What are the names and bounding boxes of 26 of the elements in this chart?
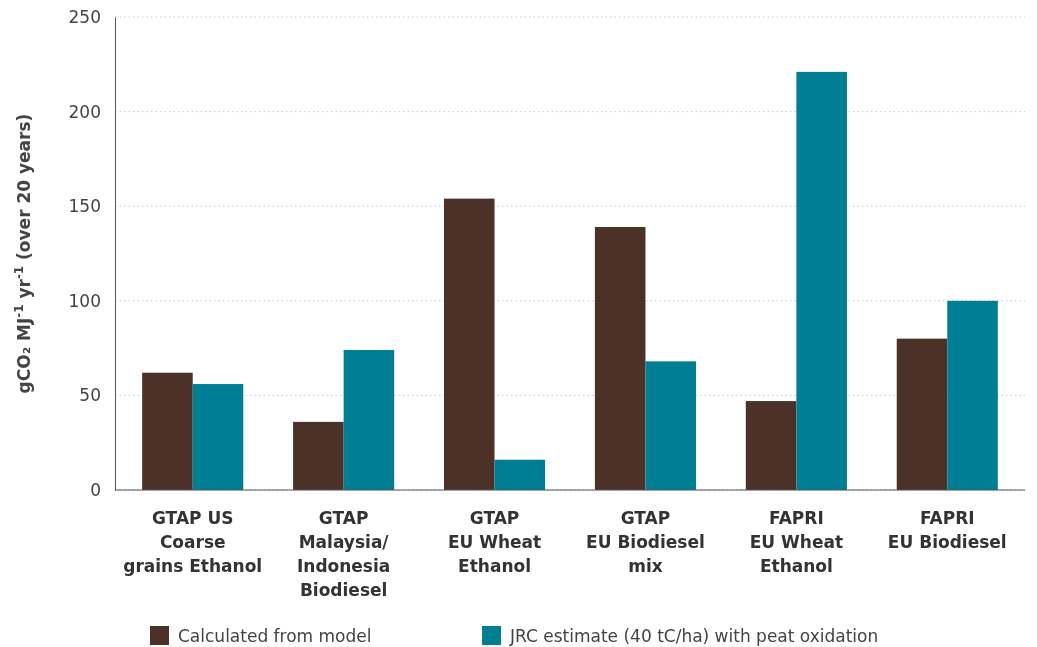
- x-tick-label: GTAP US Coarse grains Ethanol: [123, 508, 263, 576]
- bar: [947, 300, 998, 490]
- bar: [796, 71, 847, 490]
- y-tick-label: 200: [68, 101, 101, 122]
- bar: [896, 338, 948, 490]
- bar: [343, 349, 395, 490]
- x-tick-label: FAPRI EU Wheat Ethanol: [749, 508, 844, 576]
- y-tick-label: 100: [68, 290, 101, 311]
- y-tick-label: 0: [90, 479, 101, 500]
- y-tick-label: 150: [68, 196, 101, 217]
- x-tick-label: GTAP Malaysia/ Indonesia Biodiesel: [296, 508, 391, 600]
- x-tick-label: GTAP EU Wheat Ethanol: [447, 508, 542, 576]
- bar: [293, 421, 344, 490]
- x-tick-label: FAPRI EU Biodiesel: [887, 508, 1007, 552]
- legend-label: JRC estimate (40 tC/ha) with peat oxidation: [509, 626, 879, 646]
- bar: [142, 372, 193, 490]
- bar: [494, 459, 546, 490]
- x-tick-label: GTAP EU Biodiesel mix: [586, 508, 705, 576]
- bar: [192, 384, 244, 490]
- legend-label: Calculated from model: [178, 626, 372, 646]
- y-tick-label: 50: [79, 385, 101, 406]
- bar: [645, 361, 697, 490]
- bar: [594, 227, 646, 490]
- y-tick-label: 250: [68, 6, 101, 27]
- bar: [745, 401, 797, 490]
- bar: [443, 198, 495, 490]
